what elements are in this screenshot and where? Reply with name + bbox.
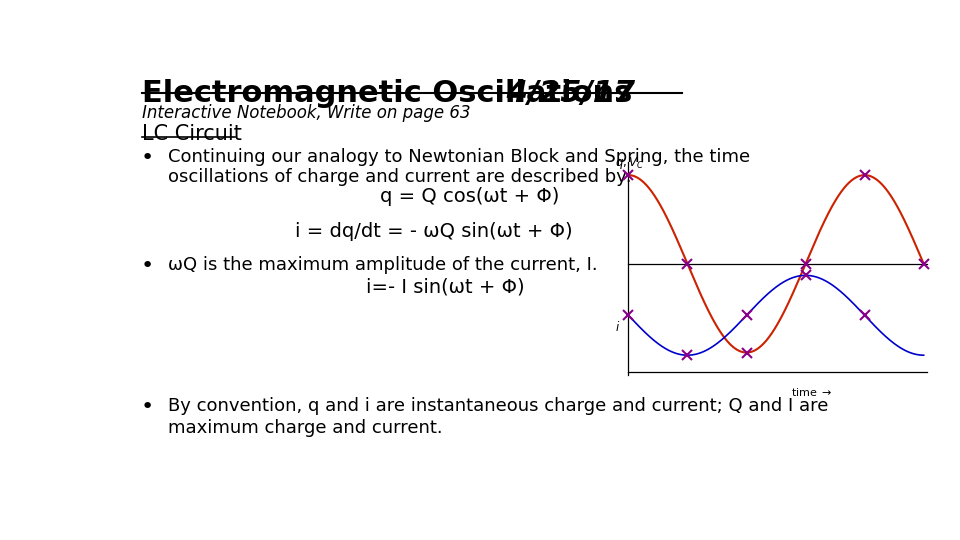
Text: LC Circuit: LC Circuit [142, 124, 242, 144]
Text: •: • [141, 397, 155, 417]
Text: •: • [141, 148, 155, 168]
Text: 4/25/17: 4/25/17 [495, 79, 635, 109]
Text: time $\rightarrow$: time $\rightarrow$ [791, 386, 832, 399]
Text: Continuing our analogy to Newtonian Block and Spring, the time: Continuing our analogy to Newtonian Bloc… [168, 148, 751, 166]
Text: •: • [141, 256, 155, 276]
Text: By convention, q and i are instantaneous charge and current; Q and I are: By convention, q and i are instantaneous… [168, 397, 828, 415]
Text: Electromagnetic Oscillations: Electromagnetic Oscillations [142, 79, 633, 109]
Text: $q, V_C$: $q, V_C$ [615, 154, 644, 171]
Text: i = dq/dt = - ωQ sin(ωt + Φ): i = dq/dt = - ωQ sin(ωt + Φ) [295, 222, 572, 241]
Text: i=- I sin(ωt + Φ): i=- I sin(ωt + Φ) [366, 278, 524, 296]
Text: q = Q cos(ωt + Φ): q = Q cos(ωt + Φ) [380, 187, 560, 206]
Text: ωQ is the maximum amplitude of the current, I.: ωQ is the maximum amplitude of the curre… [168, 256, 598, 274]
Text: Interactive Notebook, Write on page 63: Interactive Notebook, Write on page 63 [142, 104, 471, 122]
Text: maximum charge and current.: maximum charge and current. [168, 419, 443, 437]
Text: oscillations of charge and current are described by:: oscillations of charge and current are d… [168, 168, 632, 186]
Text: $i$: $i$ [615, 320, 620, 334]
